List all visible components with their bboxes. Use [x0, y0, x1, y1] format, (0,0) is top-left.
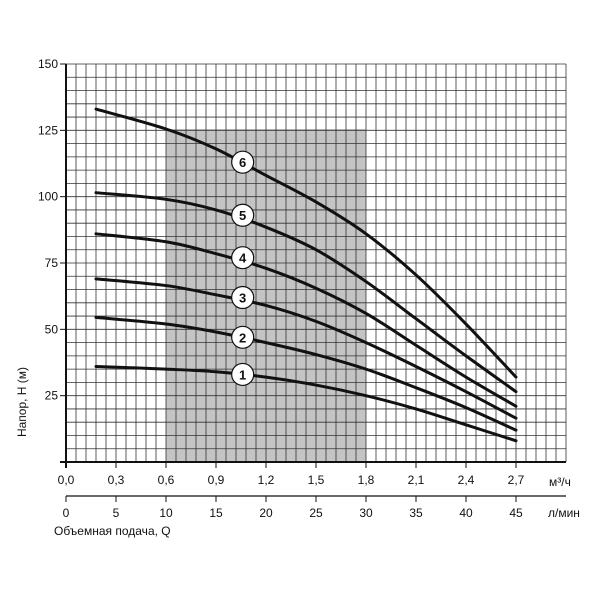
x-tick-label-primary: 0,9	[208, 473, 225, 487]
pump-curve-5	[94, 191, 518, 394]
pump-curve-1	[94, 364, 518, 443]
x-unit-secondary: л/мин	[548, 506, 580, 520]
x-tick-label-secondary: 0	[63, 506, 70, 520]
y-tick-label: 125	[38, 123, 58, 137]
y-tick-label: 150	[38, 57, 58, 71]
curve-marker-5	[231, 203, 255, 227]
y-tick-label: 75	[45, 256, 59, 270]
x-tick-label-secondary: 45	[509, 506, 523, 520]
x-tick-label-primary: 1,5	[308, 473, 325, 487]
curve-marker-2	[231, 325, 255, 349]
pump-curve-6	[94, 107, 518, 379]
curve-marker-4	[231, 246, 255, 270]
tick-labels: 0,0 0,3 0,6 0,9 1,2 1,5 1,8 2,1 2,4 2,70 5 10 15 20 25…	[38, 57, 566, 520]
curve-marker-label-1: 1	[239, 367, 246, 382]
x-tick-label-secondary: 10	[159, 506, 173, 520]
pump-curve-2	[94, 315, 518, 432]
x-tick-label-primary: 1,2	[258, 473, 275, 487]
x-tick-label-secondary: 35	[409, 506, 423, 520]
curve-marker-label-3: 3	[239, 290, 246, 305]
y-tick-label: 50	[45, 322, 59, 336]
curve-marker-6	[231, 150, 255, 174]
x-tick-label-secondary: 5	[113, 506, 120, 520]
chart-grid	[65, 63, 567, 463]
x-tick-label-primary: 0,0	[58, 473, 75, 487]
x-tick-label-secondary: 25	[309, 506, 323, 520]
x-tick-label-primary: 2,1	[408, 473, 425, 487]
curve-marker-label-4: 4	[239, 251, 247, 266]
pump-curve-4	[94, 232, 518, 408]
pump-curves	[94, 107, 518, 443]
y-axis-title: Напор, Н (м)	[15, 367, 29, 437]
x-tick-label-primary: 1,8	[358, 473, 375, 487]
x-tick-label-primary: 0,3	[108, 473, 125, 487]
curve-markers: 1 2 3 4 5 6	[231, 150, 255, 387]
curve-marker-label-2: 2	[239, 330, 246, 345]
y-tick-label: 100	[38, 190, 58, 204]
x-tick-label-secondary: 40	[459, 506, 473, 520]
chart-axes	[60, 64, 566, 468]
x-tick-label-secondary: 15	[209, 506, 223, 520]
x-tick-label-secondary: 30	[359, 506, 373, 520]
pump-curve-3	[94, 277, 518, 420]
curve-marker-label-6: 6	[239, 155, 246, 170]
x-tick-label-primary: 0,6	[158, 473, 175, 487]
curve-marker-3	[231, 285, 255, 310]
x-unit-primary: м³/ч	[549, 475, 571, 489]
x-axis-title: Объемная подача, Q	[54, 524, 171, 538]
curve-marker-1	[231, 362, 255, 387]
x-tick-label-secondary: 20	[259, 506, 273, 520]
curve-marker-label-5: 5	[239, 208, 246, 223]
y-tick-label: 25	[45, 389, 59, 403]
x-tick-label-primary: 2,7	[508, 473, 525, 487]
x-tick-label-primary: 2,4	[458, 473, 475, 487]
